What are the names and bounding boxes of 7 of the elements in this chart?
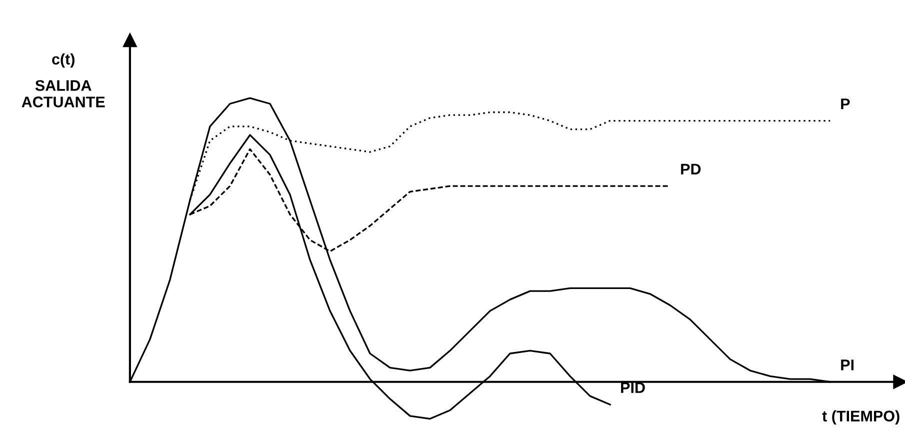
series-label: PD	[681, 164, 701, 174]
series-label: PI	[841, 360, 854, 370]
series-label: PID	[621, 382, 645, 393]
text: SALIDA ACTUANTE	[22, 80, 105, 108]
x-axis-title: t (TIEMPO)	[822, 410, 900, 424]
series-label: P	[841, 98, 850, 110]
y-axis-title: c(t)	[52, 53, 74, 68]
